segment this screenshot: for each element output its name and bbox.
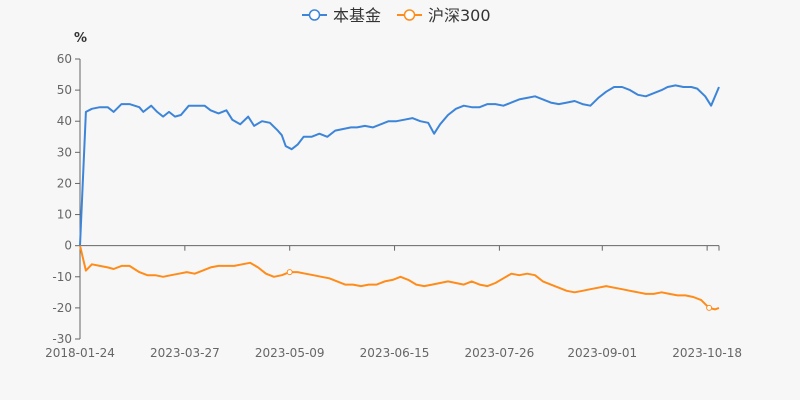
series-line [79, 84, 720, 246]
y-tick-label: -20 [52, 301, 72, 315]
legend-marker-icon [403, 9, 416, 21]
x-tick-label: 2023-09-01 [567, 346, 637, 360]
legend-label: 沪深300 [428, 6, 491, 25]
y-tick-label: 20 [57, 176, 72, 190]
x-tick-label: 2023-06-15 [360, 346, 430, 360]
x-tick-label: 2023-05-09 [255, 346, 325, 360]
y-tick-label: -30 [52, 332, 72, 346]
x-tick-label: 2023-03-27 [150, 346, 220, 360]
series-1 [79, 84, 720, 246]
axes [75, 58, 720, 340]
x-tick-label: 2023-07-26 [465, 346, 535, 360]
x-tick-label: 2018-01-24 [45, 346, 115, 360]
tick-labels: -30 -20 -10 0 10 20 30 40 50 60 2018-01-24 2023-03-… [45, 52, 742, 360]
series-line [79, 245, 720, 311]
x-tick-label: 2023-10-18 [672, 346, 742, 360]
y-tick-label: 10 [57, 208, 72, 222]
legend-marker-icon [308, 9, 321, 21]
data-point-marker [286, 269, 293, 276]
y-tick-label: 30 [57, 145, 72, 159]
series-2 [79, 245, 720, 311]
legend-item[interactable]: 本基金 [302, 6, 381, 25]
data-point-marker [706, 304, 713, 311]
legend[interactable]: 本基金 沪深300 [302, 6, 491, 25]
y-tick-label: 50 [57, 83, 72, 97]
y-tick-label: -10 [52, 270, 72, 284]
series-layer [79, 84, 720, 311]
y-tick-label: 60 [57, 52, 72, 66]
y-unit-label: % [74, 31, 87, 46]
y-tick-label: 0 [64, 239, 72, 253]
y-tick-label: 40 [57, 114, 72, 128]
legend-item[interactable]: 沪深300 [397, 6, 491, 25]
legend-label: 本基金 [333, 6, 381, 25]
